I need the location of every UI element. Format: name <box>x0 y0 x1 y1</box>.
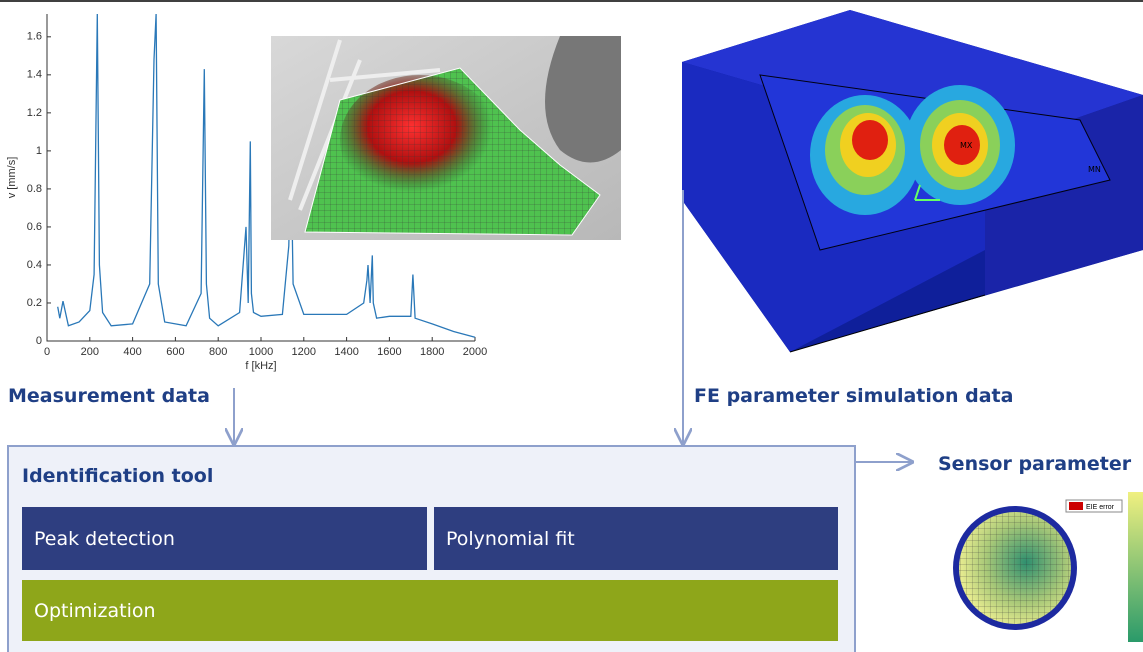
fe-label: MX <box>960 141 973 150</box>
simulation-label: FE parameter simulation data <box>694 385 1013 407</box>
y-tick-label: 0.6 <box>27 221 42 233</box>
x-axis-label: f [kHz] <box>245 360 276 372</box>
y-tick-label: 1.4 <box>27 69 42 81</box>
x-tick-label: 800 <box>209 346 227 358</box>
y-tick-label: 1.6 <box>27 31 42 43</box>
measurement-label: Measurement data <box>8 385 210 407</box>
y-tick-label: 0.4 <box>27 259 42 271</box>
fe-label: MN <box>1088 165 1101 174</box>
fe-render: MX MN <box>682 10 1143 352</box>
tool-title: Identification tool <box>22 465 213 487</box>
x-tick-label: 400 <box>123 346 141 358</box>
x-tick-label: 600 <box>166 346 184 358</box>
step-label: Optimization <box>34 600 156 622</box>
y-tick-label: 1 <box>36 145 42 157</box>
x-tick-label: 1000 <box>249 346 273 358</box>
output-title: Sensor parameter <box>938 453 1132 475</box>
y-tick-label: 0.8 <box>27 183 42 195</box>
x-tick-label: 1400 <box>334 346 358 358</box>
y-tick-label: 0.2 <box>27 297 42 309</box>
step-label: Peak detection <box>34 528 175 550</box>
mode-shape-render <box>271 36 621 240</box>
figure: 0 200 400 600 800 1000 1200 1400 1600 1800 2000 0 0.… <box>0 0 1143 652</box>
y-axis-label: v [mm/s] <box>6 157 18 199</box>
x-tick-label: 1800 <box>420 346 444 358</box>
y-tick-label: 1.2 <box>27 107 42 119</box>
legend-label: EIE error <box>1086 504 1115 511</box>
step-label: Polynomial fit <box>446 528 575 550</box>
x-tick-label: 1200 <box>292 346 316 358</box>
x-tick-label: 1600 <box>377 346 401 358</box>
y-tick-label: 0 <box>36 335 42 347</box>
x-tick-label: 2000 <box>463 346 487 358</box>
wafer-map: EIE error <box>953 492 1143 642</box>
x-tick-label: 200 <box>81 346 99 358</box>
x-tick-label: 0 <box>44 346 50 358</box>
